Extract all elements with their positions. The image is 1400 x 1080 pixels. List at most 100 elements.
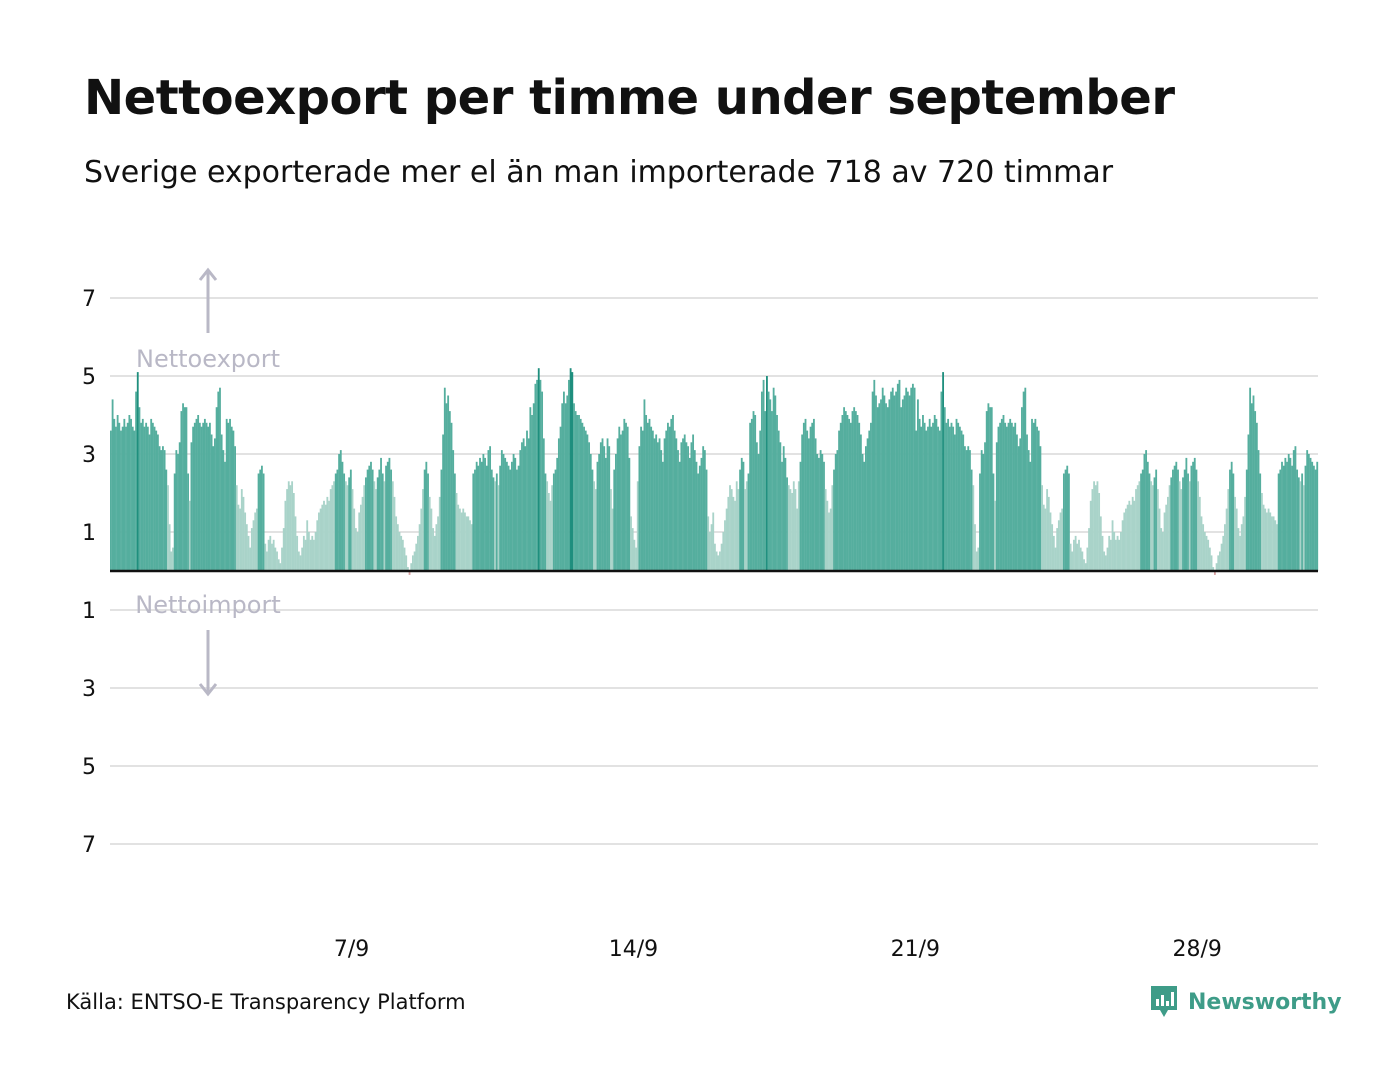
bar xyxy=(341,461,344,571)
bar xyxy=(667,422,669,571)
bar xyxy=(131,426,134,571)
bar xyxy=(677,450,679,571)
bar xyxy=(739,469,741,571)
bar xyxy=(115,426,117,571)
bar xyxy=(203,418,206,571)
bar xyxy=(435,524,438,571)
bar xyxy=(266,551,268,571)
bar xyxy=(160,450,163,571)
bar xyxy=(799,461,802,571)
bar xyxy=(541,391,544,571)
bar xyxy=(527,438,530,571)
bar xyxy=(443,387,446,571)
bar xyxy=(1195,469,1198,571)
bar xyxy=(747,473,750,571)
bar xyxy=(821,454,824,571)
bar xyxy=(1007,422,1010,571)
bar xyxy=(1230,461,1233,571)
bar xyxy=(1121,520,1124,571)
bar xyxy=(750,418,753,571)
bar xyxy=(670,418,673,571)
bar xyxy=(660,450,663,571)
bar xyxy=(791,493,794,571)
bars-layer xyxy=(110,368,1319,575)
bar xyxy=(116,415,119,571)
bar xyxy=(708,532,711,571)
bar xyxy=(1069,543,1072,571)
bar xyxy=(1101,535,1104,571)
bar xyxy=(207,426,210,571)
bar xyxy=(121,426,124,571)
bar xyxy=(774,395,777,571)
bar xyxy=(1252,395,1255,571)
bar xyxy=(1106,547,1109,571)
bar xyxy=(856,415,859,571)
bar xyxy=(653,438,656,571)
bar xyxy=(489,446,492,571)
bar xyxy=(1292,450,1295,571)
bar xyxy=(1068,473,1070,571)
bar xyxy=(861,454,864,571)
bar xyxy=(675,438,678,571)
bar xyxy=(1042,504,1045,571)
bar xyxy=(979,473,981,571)
bar xyxy=(1019,438,1022,571)
bar xyxy=(219,387,221,571)
bar xyxy=(876,407,879,571)
bar xyxy=(403,547,406,571)
bar xyxy=(531,415,533,571)
bar xyxy=(210,434,213,571)
bar xyxy=(779,442,782,571)
bar xyxy=(153,426,156,571)
bar xyxy=(158,446,161,571)
bar xyxy=(844,411,847,571)
bar xyxy=(544,473,547,571)
x-tick-label: 21/9 xyxy=(891,937,940,962)
bar xyxy=(1078,539,1080,571)
bar xyxy=(826,500,829,571)
bar xyxy=(1306,450,1309,571)
bar xyxy=(957,422,960,571)
bar xyxy=(1111,520,1114,571)
bar xyxy=(175,450,178,571)
bar xyxy=(309,539,312,571)
bar xyxy=(922,415,924,571)
bar xyxy=(239,508,242,571)
bar xyxy=(521,442,523,571)
bar xyxy=(331,485,334,571)
bar xyxy=(693,450,696,571)
bar xyxy=(183,407,186,571)
bar xyxy=(396,524,399,571)
bar xyxy=(455,493,458,571)
bar xyxy=(1104,555,1107,571)
bar xyxy=(589,454,592,571)
bar xyxy=(1128,500,1131,571)
bar xyxy=(1130,504,1132,571)
bar xyxy=(563,391,565,571)
bar xyxy=(895,391,898,571)
bar xyxy=(640,426,643,571)
bar xyxy=(1265,512,1268,571)
bar xyxy=(1136,485,1139,571)
bar xyxy=(655,434,658,571)
bar xyxy=(145,422,148,571)
bar xyxy=(1096,481,1099,571)
bar xyxy=(762,379,765,571)
up-arrow-head xyxy=(198,267,218,281)
bar xyxy=(953,434,956,571)
bar xyxy=(1180,489,1183,571)
bar xyxy=(915,430,918,571)
bar xyxy=(947,418,950,571)
bar xyxy=(576,415,579,571)
bar xyxy=(564,403,567,571)
bar xyxy=(987,403,990,571)
bar xyxy=(886,407,889,571)
bar xyxy=(492,477,495,571)
bar xyxy=(423,469,426,571)
bar xyxy=(214,438,216,571)
bar xyxy=(457,504,460,571)
bar xyxy=(479,457,481,571)
bar xyxy=(1073,539,1075,571)
bar xyxy=(722,532,725,571)
bar xyxy=(237,504,240,571)
